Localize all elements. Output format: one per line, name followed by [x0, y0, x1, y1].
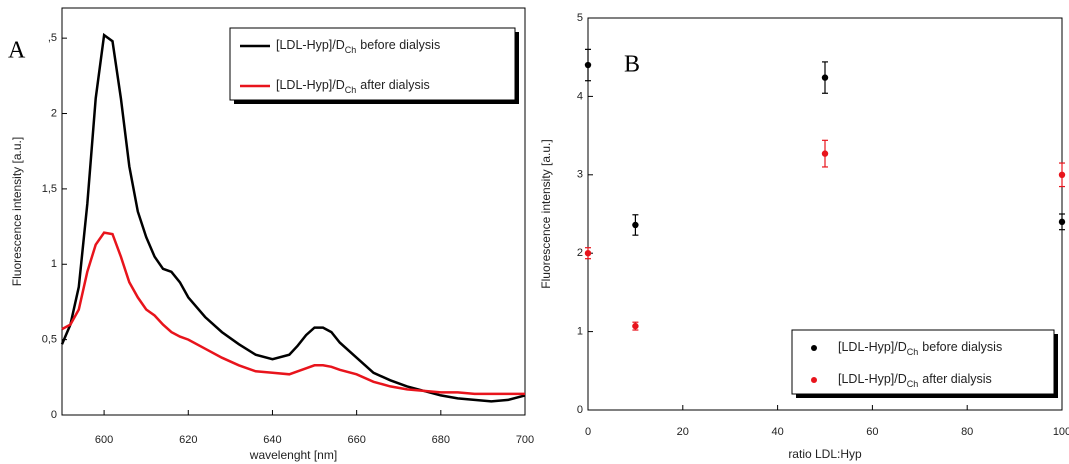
y-tick-label: 2	[51, 107, 57, 119]
y-axis-label: Fluorescence intensity [a.u.]	[10, 137, 24, 286]
x-tick-label: 80	[961, 426, 973, 438]
x-tick-label: 620	[179, 434, 197, 446]
x-axis-label: ratio LDL:Hyp	[788, 447, 862, 461]
legend-subscript: Ch	[345, 85, 357, 95]
y-tick-label: ,5	[48, 32, 57, 44]
point	[584, 61, 592, 69]
y-tick-label: 0	[51, 409, 57, 421]
legend-label: [LDL-Hyp]/DCh before dialysis	[276, 38, 440, 55]
panel-label: B	[624, 52, 640, 78]
point	[821, 150, 829, 157]
y-tick-label: 2	[577, 247, 583, 259]
legend-name: [LDL-Hyp]/D	[838, 372, 907, 386]
data-line	[61, 231, 525, 396]
y-axis-label: Fluorescence intensity [a.u.]	[539, 139, 553, 288]
x-tick-label: 600	[95, 434, 113, 446]
legend-subscript: Ch	[907, 379, 919, 389]
x-tick-label: 700	[516, 434, 534, 446]
x-tick-label: 100	[1053, 426, 1069, 438]
legend-label: [LDL-Hyp]/DCh after dialysis	[276, 78, 430, 95]
y-tick-label: 5	[577, 12, 583, 24]
x-tick-label: 20	[677, 426, 689, 438]
legend-label: [LDL-Hyp]/DCh before dialysis	[838, 340, 1002, 357]
plot-frame	[61, 7, 526, 416]
x-tick-label: 680	[432, 434, 450, 446]
point	[632, 322, 639, 330]
point	[1058, 171, 1066, 178]
legend-name: [LDL-Hyp]/D	[276, 38, 345, 52]
y-tick-label: 0	[577, 404, 583, 416]
point	[584, 250, 592, 257]
x-tick-label: 60	[866, 426, 878, 438]
y-tick-label: 4	[577, 90, 583, 102]
legend-swatch	[811, 345, 817, 351]
panel-label: A	[8, 38, 26, 64]
x-tick-label: 660	[347, 434, 365, 446]
y-tick-label: 1	[577, 326, 583, 338]
x-tick-label: 40	[771, 426, 783, 438]
x-tick-label: 0	[585, 426, 591, 438]
point	[632, 221, 639, 229]
legend-box	[791, 329, 1055, 395]
legend-swatch	[811, 377, 817, 383]
legend-name: [LDL-Hyp]/D	[276, 78, 345, 92]
legend-subscript: Ch	[907, 347, 919, 357]
legend-subscript: Ch	[345, 45, 357, 55]
legend-suffix: after dialysis	[922, 372, 991, 386]
legend-name: [LDL-Hyp]/D	[838, 340, 907, 354]
y-tick-label: 0,5	[42, 334, 57, 346]
legend-suffix: before dialysis	[922, 340, 1002, 354]
y-tick-label: 1	[51, 258, 57, 270]
y-tick-label: 3	[577, 169, 583, 181]
legend-box	[229, 27, 516, 101]
legend-label: [LDL-Hyp]/DCh after dialysis	[838, 372, 992, 389]
legend-suffix: before dialysis	[360, 38, 440, 52]
legend-suffix: after dialysis	[360, 78, 429, 92]
y-tick-label: 1,5	[42, 183, 57, 195]
point	[1058, 218, 1066, 226]
x-tick-label: 640	[263, 434, 281, 446]
x-axis-label: wavelenght [nm]	[249, 448, 337, 462]
point	[821, 74, 829, 81]
